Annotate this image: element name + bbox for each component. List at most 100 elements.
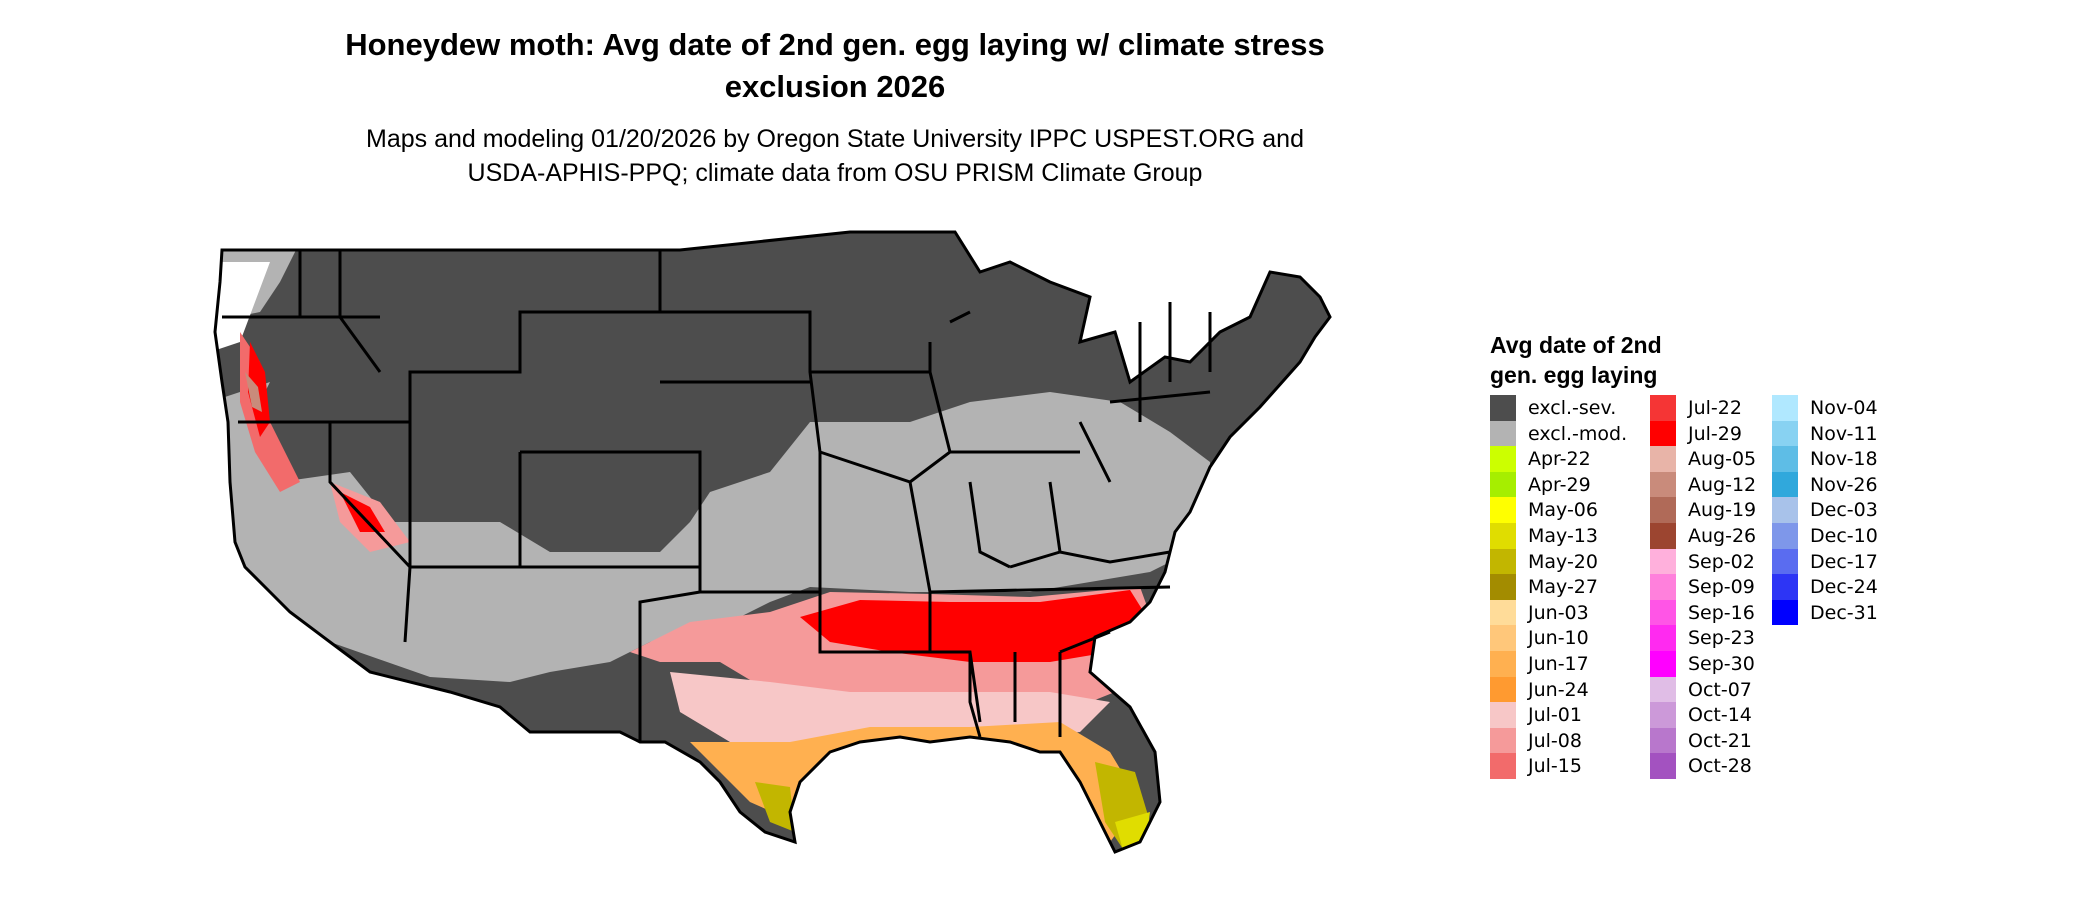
map-subtitle-line-2: USDA-APHIS-PPQ; climate data from OSU PR… (467, 159, 1203, 187)
legend-swatch (1772, 522, 1798, 549)
legend-label: Oct-07 (1688, 678, 1752, 701)
legend-item: Jul-15 (1490, 753, 1770, 779)
legend-item: Sep-23 (1650, 625, 1930, 651)
legend-swatch (1772, 497, 1798, 523)
map-title-line-2: exclusion 2026 (724, 69, 946, 104)
legend-item: Dec-17 (1772, 548, 2052, 575)
state-borders (222, 250, 1212, 742)
legend-swatch (1650, 395, 1676, 421)
legend-title: Avg date of 2nd gen. egg laying (1490, 330, 1662, 390)
legend-item: Jun-17 (1490, 650, 1770, 677)
legend-item: Aug-26 (1650, 522, 1930, 549)
us-map (213, 230, 1332, 854)
legend-swatch (1490, 650, 1516, 677)
legend-item: Jun-03 (1490, 599, 1770, 626)
legend-label: excl.-mod. (1528, 422, 1628, 445)
legend-label: Dec-03 (1810, 499, 1878, 522)
legend-item: Sep-02 (1650, 548, 1930, 575)
legend-swatch (1650, 753, 1676, 779)
legend-label: Jul-01 (1528, 704, 1582, 727)
legend-swatch (1490, 548, 1516, 575)
legend-item: Sep-16 (1650, 599, 1930, 626)
legend-label: Aug-05 (1688, 448, 1757, 471)
legend-swatch (1490, 727, 1516, 754)
legend-label: Jun-17 (1528, 652, 1589, 675)
map-subtitle: Maps and modeling 01/20/2026 by Oregon S… (280, 122, 1390, 190)
legend-label: Sep-30 (1688, 652, 1755, 675)
legend-swatch (1772, 574, 1798, 600)
legend-item: Dec-24 (1772, 574, 2052, 600)
legend-item: Nov-11 (1772, 420, 2052, 447)
legend-item: Oct-07 (1650, 676, 1930, 703)
legend-item: Nov-26 (1772, 471, 2052, 498)
legend-swatch (1650, 420, 1676, 447)
legend-item: Nov-18 (1772, 446, 2052, 472)
legend-swatch (1490, 574, 1516, 600)
legend-item: excl.-sev. (1490, 395, 1770, 421)
legend-item: Aug-12 (1650, 471, 1930, 498)
legend-swatch (1650, 727, 1676, 754)
legend-item: Jul-08 (1490, 727, 1770, 754)
legend-label: Apr-29 (1528, 473, 1591, 496)
legend-swatch (1650, 471, 1676, 498)
us-outline (213, 230, 1332, 854)
legend-swatch (1772, 395, 1798, 421)
legend-label: Nov-26 (1810, 473, 1878, 496)
legend-swatch (1650, 625, 1676, 651)
legend-label: Aug-12 (1688, 473, 1757, 496)
legend-swatch (1650, 548, 1676, 575)
legend-swatch (1650, 676, 1676, 703)
legend-item: Jul-01 (1490, 702, 1770, 728)
map-title: Honeydew moth: Avg date of 2nd gen. egg … (280, 24, 1390, 108)
legend-swatch (1650, 574, 1676, 600)
legend-item: Oct-21 (1650, 727, 1930, 754)
legend-label: Dec-24 (1810, 576, 1878, 599)
legend-swatch (1490, 446, 1516, 472)
legend-label: Dec-10 (1810, 524, 1878, 547)
legend-label: Dec-31 (1810, 601, 1878, 624)
legend-label: Dec-17 (1810, 550, 1878, 573)
legend-item: May-13 (1490, 522, 1770, 549)
legend-item: May-20 (1490, 548, 1770, 575)
legend-label: Jul-08 (1528, 729, 1582, 752)
legend-label: May-20 (1528, 550, 1598, 573)
legend-swatch (1650, 599, 1676, 626)
legend-column: Jul-22 Jul-29 Aug-05 Aug-12 Aug-19 Aug-26 Sep-… (1650, 395, 1930, 779)
legend-label: Oct-21 (1688, 729, 1752, 752)
legend-item: May-06 (1490, 497, 1770, 523)
map-fill (215, 232, 1330, 852)
legend-swatch (1650, 446, 1676, 472)
legend-label: Sep-23 (1688, 627, 1755, 650)
legend-label: Aug-19 (1688, 499, 1757, 522)
legend-swatch (1650, 497, 1676, 523)
legend-label: Jun-10 (1528, 627, 1589, 650)
legend-swatch (1772, 548, 1798, 575)
legend-swatch (1650, 522, 1676, 549)
legend-label: Aug-26 (1688, 524, 1757, 547)
legend-swatch (1490, 625, 1516, 651)
legend-item: Oct-28 (1650, 753, 1930, 779)
legend-swatch (1772, 420, 1798, 447)
legend-label: Sep-09 (1688, 576, 1755, 599)
legend-label: Jul-22 (1688, 397, 1742, 419)
legend-item: Jul-22 (1650, 395, 1930, 421)
legend-item: Aug-05 (1650, 446, 1930, 472)
legend-swatch (1772, 599, 1798, 626)
legend-item: Aug-19 (1650, 497, 1930, 523)
legend-swatch (1490, 395, 1516, 421)
legend-item: Sep-09 (1650, 574, 1930, 600)
legend-label: Jun-03 (1528, 601, 1589, 624)
legend-item: Dec-31 (1772, 599, 2052, 626)
legend-label: Sep-02 (1688, 550, 1755, 573)
legend-title-line-1: Avg date of 2nd (1490, 332, 1662, 358)
legend-swatch (1490, 420, 1516, 447)
legend-item: Sep-30 (1650, 650, 1930, 677)
legend-label: Oct-28 (1688, 755, 1752, 778)
legend-label: Oct-14 (1688, 704, 1752, 727)
legend-column: Nov-04 Nov-11 Nov-18 Nov-26 Dec-03 Dec-10 Dec-… (1772, 395, 2052, 626)
legend-item: Apr-22 (1490, 446, 1770, 472)
legend-label: Nov-04 (1810, 397, 1878, 419)
legend-swatch (1772, 471, 1798, 498)
legend-title-line-2: gen. egg laying (1490, 362, 1658, 388)
legend-swatch (1490, 471, 1516, 498)
